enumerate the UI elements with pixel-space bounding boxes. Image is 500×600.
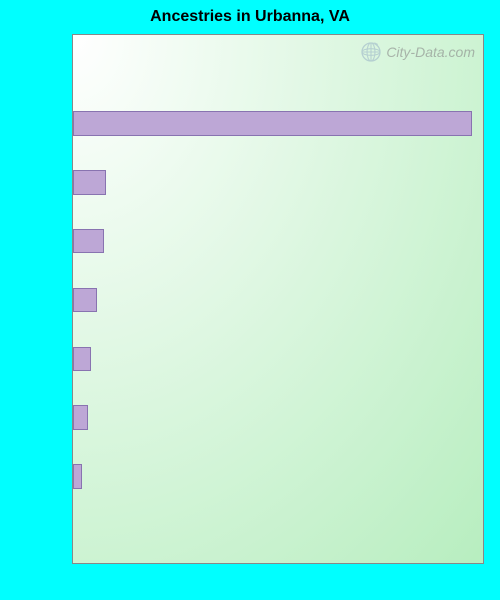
x-tick: [256, 563, 257, 564]
y-tick: [72, 153, 73, 154]
x-tick: [439, 563, 440, 564]
y-tick: [72, 447, 73, 448]
x-tick-label: 0: [72, 563, 76, 564]
y-tick: [72, 212, 73, 213]
y-tick: [72, 506, 73, 507]
y-tick: [72, 35, 73, 36]
y-tick: [72, 388, 73, 389]
bar: [73, 111, 472, 136]
x-tick-label: 200: [429, 563, 449, 564]
y-tick: [72, 329, 73, 330]
bar: [73, 170, 106, 195]
chart-title: Ancestries in Urbanna, VA: [0, 8, 500, 26]
x-tick-label: 50: [158, 563, 171, 564]
bar: [73, 347, 91, 372]
x-tick-label: 150: [338, 563, 358, 564]
bar: [73, 405, 88, 430]
y-tick: [72, 271, 73, 272]
x-tick: [348, 563, 349, 564]
chart-plot-area: City-Data.com 050100150200AmericanEnglis…: [72, 34, 484, 564]
bar: [73, 229, 104, 254]
x-tick: [73, 563, 74, 564]
x-tick: [165, 563, 166, 564]
y-tick: [72, 94, 73, 95]
bar: [73, 464, 82, 489]
x-tick-label: 100: [246, 563, 266, 564]
bar: [73, 288, 97, 313]
